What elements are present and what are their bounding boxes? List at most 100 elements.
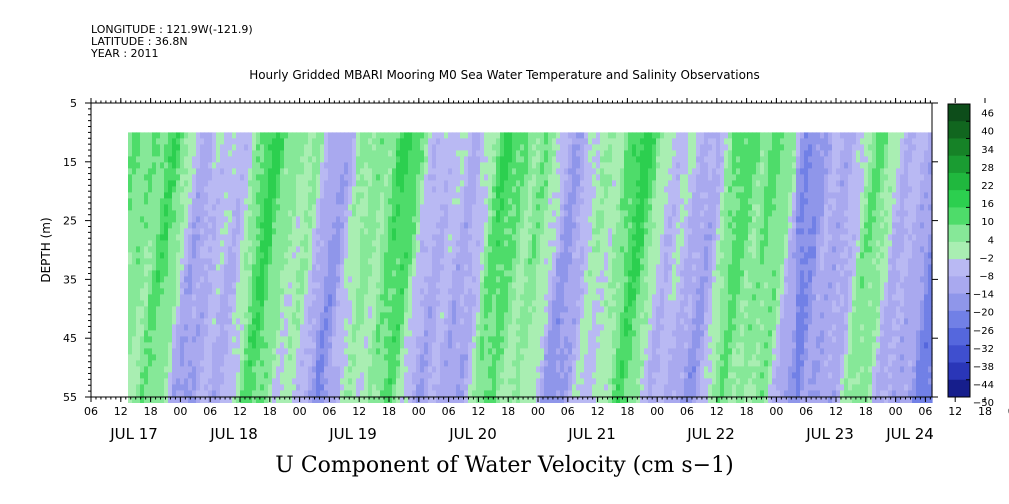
heatmap-cell: [132, 186, 137, 193]
heatmap-cell: [276, 174, 281, 181]
heatmap-cell: [416, 222, 421, 229]
heatmap-cell: [380, 210, 385, 217]
heatmap-cell: [476, 132, 481, 139]
heatmap-cell: [196, 162, 201, 169]
heatmap-cell: [160, 186, 165, 193]
heatmap-cell: [540, 282, 545, 289]
heatmap-cell: [484, 378, 489, 385]
heatmap-cell: [288, 366, 293, 373]
heatmap-cell: [360, 246, 365, 253]
heatmap-cell: [488, 348, 493, 355]
heatmap-cell: [132, 162, 137, 169]
heatmap-cell: [196, 132, 201, 139]
heatmap-cell: [444, 186, 449, 193]
heatmap-cell: [164, 390, 169, 397]
heatmap-cell: [308, 210, 313, 217]
heatmap-cell: [292, 240, 297, 247]
heatmap-cell: [380, 162, 385, 169]
heatmap-cell: [128, 396, 133, 403]
heatmap-cell: [468, 174, 473, 181]
heatmap-cell: [528, 222, 533, 229]
heatmap-cell: [280, 174, 285, 181]
heatmap-cell: [500, 228, 505, 235]
heatmap-cell: [224, 186, 229, 193]
heatmap-cell: [488, 354, 493, 361]
heatmap-cell: [292, 270, 297, 277]
heatmap-cell: [468, 198, 473, 205]
heatmap-cell: [556, 234, 561, 241]
heatmap-cell: [132, 174, 137, 181]
heatmap-cell: [324, 228, 329, 235]
heatmap-cell: [520, 378, 525, 385]
heatmap-cell: [496, 186, 501, 193]
heatmap-cell: [148, 264, 153, 271]
heatmap-cell: [560, 168, 565, 175]
heatmap-cell: [216, 372, 221, 379]
heatmap-cell: [336, 186, 341, 193]
heatmap-cell: [448, 150, 453, 157]
heatmap-cell: [388, 228, 393, 235]
heatmap-cell: [356, 342, 361, 349]
heatmap-cell: [376, 204, 381, 211]
heatmap-cell: [332, 204, 337, 211]
heatmap-cell: [180, 168, 185, 175]
heatmap-cell: [492, 282, 497, 289]
heatmap-cell: [556, 270, 561, 277]
heatmap-cell: [332, 156, 337, 163]
heatmap-cell: [448, 228, 453, 235]
heatmap-cell: [212, 150, 217, 157]
heatmap-cell: [436, 348, 441, 355]
heatmap-cell: [296, 156, 301, 163]
heatmap-cell: [424, 282, 429, 289]
heatmap-cell: [412, 222, 417, 229]
heatmap-cell: [448, 294, 453, 301]
heatmap-cell: [360, 276, 365, 283]
heatmap-cell: [364, 150, 369, 157]
heatmap-cell: [284, 150, 289, 157]
heatmap-cell: [256, 228, 261, 235]
heatmap-cell: [204, 258, 209, 265]
heatmap-cell: [428, 282, 433, 289]
heatmap-cell: [380, 294, 385, 301]
heatmap-cell: [516, 174, 521, 181]
heatmap-cell: [444, 324, 449, 331]
heatmap-cell: [412, 294, 417, 301]
heatmap-cell: [196, 150, 201, 157]
heatmap-cell: [468, 396, 473, 403]
heatmap-cell: [340, 174, 345, 181]
heatmap-cell: [144, 240, 149, 247]
heatmap-cell: [168, 246, 173, 253]
heatmap-cell: [340, 186, 345, 193]
heatmap-cell: [144, 228, 149, 235]
heatmap-cell: [484, 294, 489, 301]
heatmap-cell: [424, 204, 429, 211]
heatmap-cell: [404, 318, 409, 325]
heatmap-cell: [476, 288, 481, 295]
heatmap-cell: [176, 318, 181, 325]
heatmap-cell: [140, 144, 145, 151]
heatmap-cell: [248, 384, 253, 391]
heatmap-cell: [232, 180, 237, 187]
heatmap-cell: [228, 210, 233, 217]
heatmap-cell: [512, 210, 517, 217]
heatmap-cell: [424, 192, 429, 199]
heatmap-cell: [152, 396, 157, 403]
heatmap-cell: [196, 186, 201, 193]
heatmap-cell: [400, 366, 405, 373]
heatmap-cell: [264, 378, 269, 385]
heatmap-cell: [240, 138, 245, 145]
heatmap-cell: [416, 264, 421, 271]
heatmap-cell: [528, 288, 533, 295]
heatmap-cell: [564, 390, 569, 397]
heatmap-cell: [488, 174, 493, 181]
heatmap-cell: [456, 294, 461, 301]
year-label: YEAR : 2011: [91, 47, 159, 60]
heatmap-cell: [448, 180, 453, 187]
heatmap-cell: [272, 246, 277, 253]
heatmap-cell: [452, 294, 457, 301]
heatmap-cell: [512, 150, 517, 157]
heatmap-cell: [168, 276, 173, 283]
heatmap-cell: [252, 318, 257, 325]
heatmap-cell: [144, 282, 149, 289]
heatmap-cell: [164, 336, 169, 343]
